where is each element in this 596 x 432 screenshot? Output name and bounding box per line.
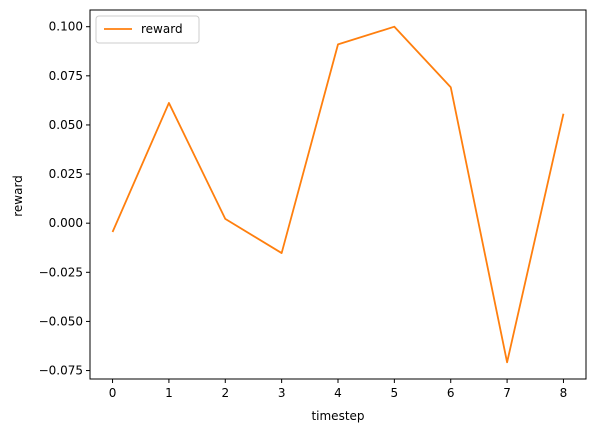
x-tick-label: 8: [560, 386, 568, 400]
series-layer: [111, 25, 565, 364]
legend: reward: [95, 15, 200, 44]
y-tick-label: −0.075: [39, 364, 83, 378]
y-tick-label: 0.100: [49, 20, 83, 34]
x-axis-title: timestep: [311, 409, 364, 423]
y-axis-title: reward: [11, 175, 25, 217]
plot-area-frame: [89, 9, 587, 380]
x-tick-label: 1: [165, 386, 173, 400]
y-tick-label: −0.025: [39, 265, 83, 279]
x-tick-label: 3: [278, 386, 286, 400]
x-axis: 0 1 2 3 4 5 6 7 8: [109, 379, 568, 400]
y-tick-label: 0.075: [49, 69, 83, 83]
x-tick-label: 0: [109, 386, 117, 400]
x-tick-label: 7: [503, 386, 511, 400]
x-tick-label: 5: [391, 386, 399, 400]
x-tick-label: 4: [334, 386, 342, 400]
x-tick-label: 2: [221, 386, 229, 400]
y-tick-label: −0.050: [39, 314, 83, 328]
y-tick-label: 0.000: [49, 216, 83, 230]
x-tick-label: 6: [447, 386, 455, 400]
y-tick-label: 0.050: [49, 118, 83, 132]
legend-box: [95, 15, 200, 44]
y-axis: −0.075 −0.050 −0.025 0.000 0.025 0.050 0.075 0.…: [39, 20, 90, 378]
y-tick-label: 0.025: [49, 167, 83, 181]
series-line-reward: [111, 25, 565, 364]
legend-label-reward: reward: [141, 22, 183, 36]
